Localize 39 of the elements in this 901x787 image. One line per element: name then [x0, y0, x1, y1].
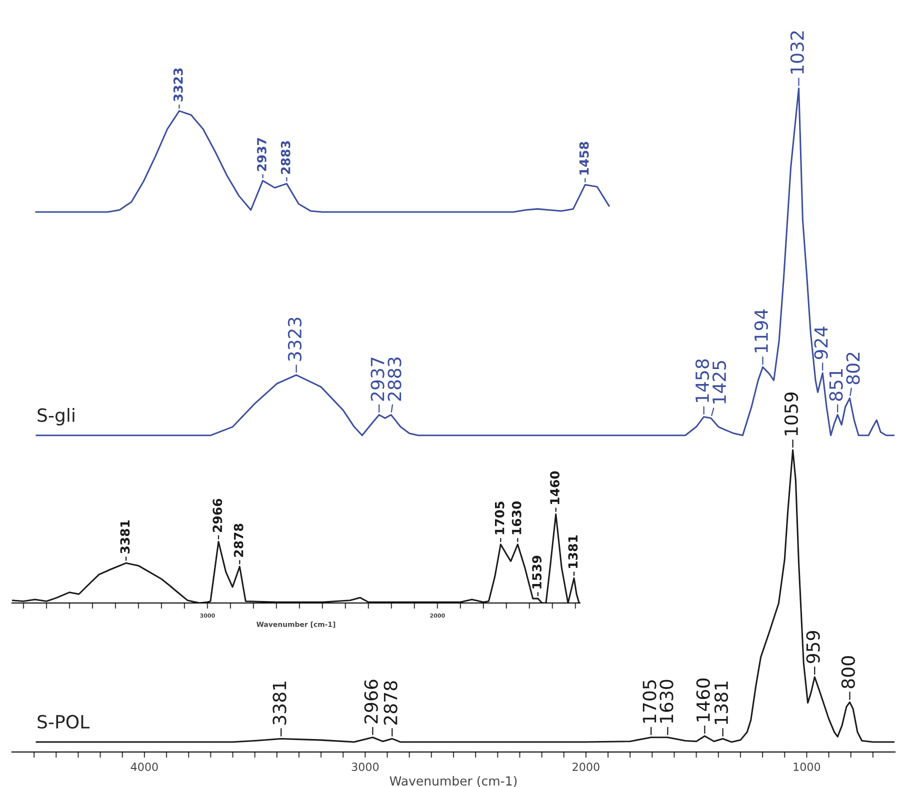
annotation: 2966 — [212, 498, 222, 532]
series-label: S-POL — [38, 714, 90, 729]
annotation: 1059 — [784, 392, 798, 436]
annotation: 1460 — [696, 678, 710, 722]
annotation: 3323 — [288, 318, 302, 361]
annotation: 1630 — [660, 680, 674, 723]
x-tick-label: 2000 — [572, 762, 600, 772]
annotation: 1381 — [568, 535, 578, 568]
annotation: 1425 — [712, 360, 726, 404]
annotation: 2883 — [280, 141, 290, 174]
annotation: 959 — [806, 631, 820, 664]
x-tick-label: 4000 — [130, 762, 158, 772]
annotation: 2878 — [234, 524, 244, 557]
annotation: 1032 — [790, 31, 804, 74]
annotation: 2937 — [256, 138, 266, 171]
annotation: 800 — [841, 656, 855, 688]
annotation: 1381 — [714, 682, 728, 724]
annotation: 1705 — [494, 502, 504, 534]
annotation: 1458 — [579, 142, 589, 175]
annotation: 2937 — [370, 358, 384, 401]
annotation: 2878 — [384, 681, 398, 725]
annotation: 1194 — [754, 309, 768, 352]
annotation: 3323 — [173, 68, 183, 102]
annotation: 3381 — [120, 520, 130, 554]
annotation: 1458 — [695, 359, 710, 402]
x-tick-label: 3000 — [352, 762, 379, 772]
annotation: 802 — [846, 352, 860, 384]
annotation: 851 — [829, 369, 843, 401]
series-label: S-gli — [38, 408, 74, 426]
annotation: 3381 — [272, 682, 286, 725]
annotation: 924 — [814, 326, 828, 360]
x-tick-label: 1000 — [794, 762, 820, 772]
annotation: 1539 — [532, 556, 542, 588]
annotation: 1460 — [550, 471, 560, 504]
x-axis-title: Wavenumber (cm-1) — [390, 776, 517, 787]
annotation: 1705 — [642, 680, 656, 723]
annotation: 2966 — [364, 680, 378, 724]
annotation: 1630 — [512, 501, 522, 534]
annotation: 2883 — [388, 358, 402, 401]
